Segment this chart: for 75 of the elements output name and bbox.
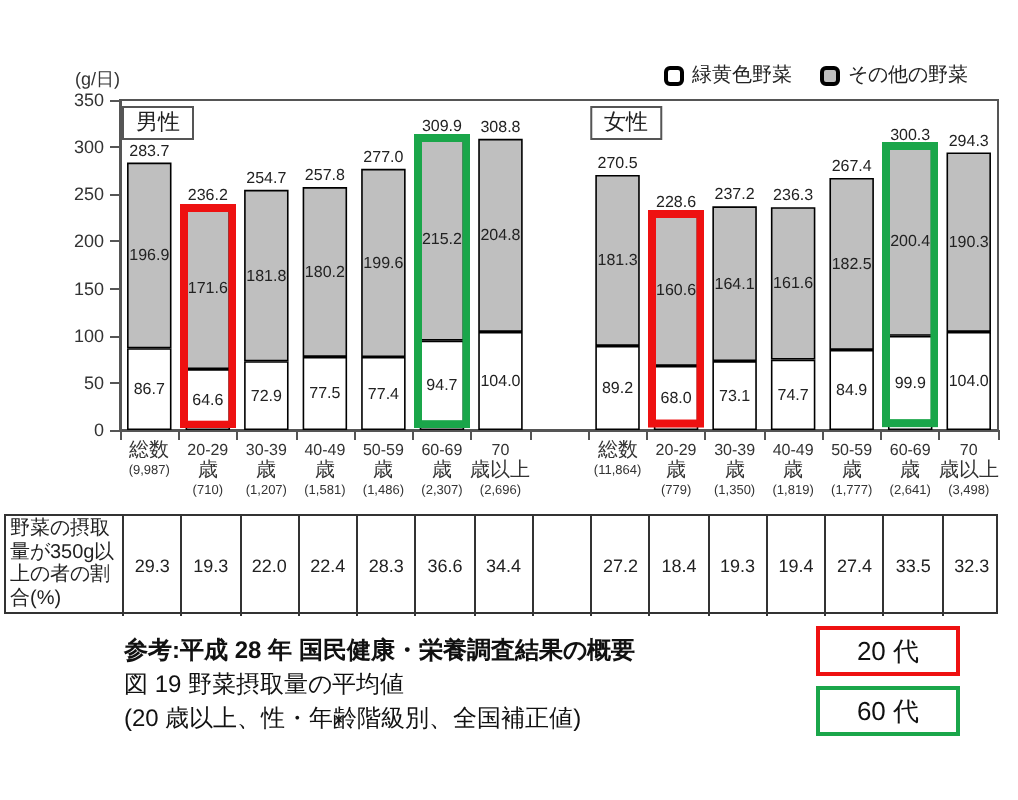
data-label: 160.6 <box>656 281 698 300</box>
data-label: 84.9 <box>836 380 869 399</box>
text: 野菜の摂取量が350g以上の者の割合(%) <box>10 516 117 612</box>
y-tick-label: 200 <box>73 231 104 252</box>
total-label: 257.8 <box>304 166 346 185</box>
total-label: 228.6 <box>656 193 698 212</box>
data-label: 28.3 <box>356 516 415 616</box>
data-label: 22.0 <box>239 516 298 616</box>
text: 20 代 <box>856 633 920 669</box>
data-label: 171.6 <box>187 279 229 298</box>
total-label: 236.2 <box>187 186 229 205</box>
data-label: 73.1 <box>719 386 752 405</box>
legend-label: 緑黄色野菜 <box>690 63 792 87</box>
data-label: 34.4 <box>473 516 532 616</box>
total-label: 283.7 <box>129 141 171 160</box>
text: 図 19 野菜摂取量の平均値 <box>124 668 407 702</box>
total-label: 254.7 <box>246 168 288 187</box>
annotation: 女性 <box>604 111 649 135</box>
data-label: 72.9 <box>250 386 283 405</box>
data-label: 22.4 <box>297 516 357 616</box>
y-tick-label: 250 <box>73 184 104 205</box>
data-label: 204.8 <box>480 226 522 245</box>
data-label: 77.5 <box>309 384 342 403</box>
y-tick-label: 0 <box>93 420 104 440</box>
total-label: 270.5 <box>597 153 639 172</box>
data-label: 19.4 <box>765 516 825 616</box>
data-label: 104.0 <box>948 371 990 390</box>
total-label: 237.2 <box>714 185 756 204</box>
data-label: 86.7 <box>133 380 166 399</box>
data-label: 190.3 <box>948 233 990 252</box>
data-label: 77.4 <box>367 384 401 403</box>
data-label: 161.6 <box>773 274 815 293</box>
data-label: 18.4 <box>648 516 708 616</box>
total-label: 267.4 <box>831 156 873 175</box>
total-label: 294.3 <box>948 131 990 150</box>
data-label: 29.3 <box>122 516 181 616</box>
data-label: 36.6 <box>414 516 474 616</box>
data-label: 104.0 <box>480 371 522 390</box>
data-label: 68.0 <box>660 388 693 407</box>
data-label: 94.7 <box>426 376 459 395</box>
data-label: 196.9 <box>129 246 171 265</box>
data-label: 74.7 <box>777 385 810 404</box>
data-label: 200.4 <box>890 232 932 251</box>
data-label: 199.6 <box>363 253 405 272</box>
data-label: 215.2 <box>421 230 464 249</box>
data-label: 19.3 <box>180 516 240 616</box>
text: 参考:平成 28 年 国民健康・栄養調査結果の概要 <box>124 634 635 668</box>
data-label: 99.9 <box>894 373 927 392</box>
data-label: 27.4 <box>824 516 883 616</box>
y-axis-title: (g/日) <box>75 69 121 89</box>
data-label: 181.8 <box>246 266 288 285</box>
data-label: 89.2 <box>601 378 635 397</box>
total-label: 300.3 <box>890 125 932 144</box>
data-label: 27.2 <box>590 516 649 616</box>
data-label: 64.6 <box>192 390 225 409</box>
data-label: 182.5 <box>831 254 873 273</box>
total-label: 236.3 <box>773 186 815 205</box>
data-label: 19.3 <box>707 516 766 616</box>
y-tick-label: 50 <box>83 372 104 393</box>
y-tick-label: 300 <box>73 137 104 158</box>
data-label: 181.3 <box>597 251 639 270</box>
total-label: 277.0 <box>363 147 405 166</box>
annotation: 男性 <box>136 111 180 135</box>
text: (20 歳以上、性・年齢階級別、全国補正値) <box>124 702 584 736</box>
total-label: 309.9 <box>421 116 464 135</box>
text: 60 代 <box>856 693 920 729</box>
legend-label: その他の野菜 <box>848 63 968 87</box>
data-label: 33.5 <box>882 516 942 616</box>
y-tick-label: 100 <box>73 325 104 346</box>
data-label: 164.1 <box>714 274 756 293</box>
y-tick-label: 150 <box>73 278 104 299</box>
total-label: 308.8 <box>480 117 522 136</box>
data-label: 180.2 <box>304 262 346 281</box>
y-tick-label: 350 <box>73 90 104 110</box>
data-label: 32.3 <box>941 516 1000 616</box>
